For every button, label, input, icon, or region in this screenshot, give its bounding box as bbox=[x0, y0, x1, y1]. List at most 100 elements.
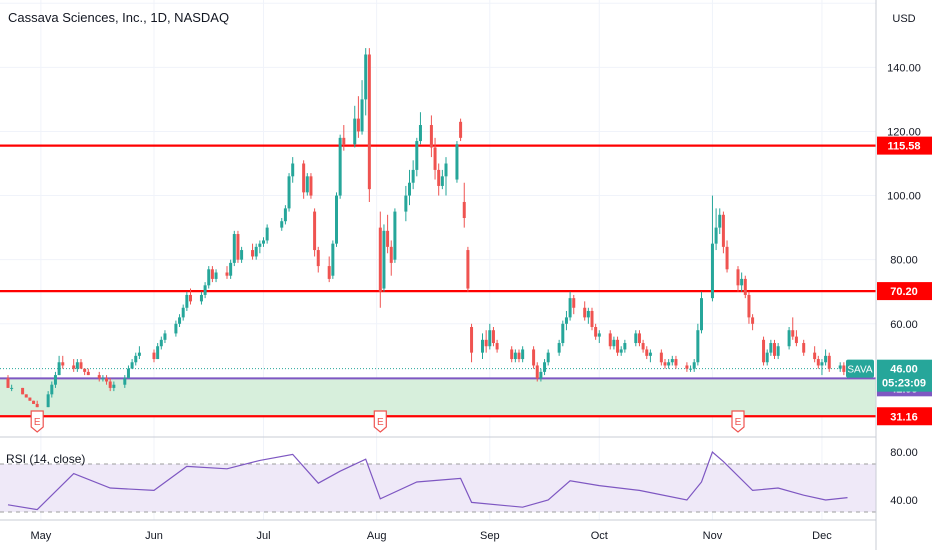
candle-body[interactable] bbox=[564, 317, 568, 324]
candle-body[interactable] bbox=[335, 195, 338, 244]
candle-body[interactable] bbox=[163, 333, 167, 340]
candle-body[interactable] bbox=[32, 400, 36, 404]
candle-body[interactable] bbox=[517, 352, 521, 360]
candle-body[interactable] bbox=[130, 362, 134, 369]
candle-body[interactable] bbox=[46, 394, 50, 408]
candle-body[interactable] bbox=[207, 269, 211, 286]
candle-body[interactable] bbox=[265, 227, 269, 241]
candle-body[interactable] bbox=[236, 234, 240, 260]
candle-body[interactable] bbox=[444, 163, 448, 177]
candle-body[interactable] bbox=[437, 169, 441, 186]
candle-body[interactable] bbox=[291, 163, 295, 177]
candle-body[interactable] bbox=[641, 343, 645, 350]
candle-body[interactable] bbox=[258, 243, 262, 247]
candle-body[interactable] bbox=[440, 176, 444, 186]
candle-body[interactable] bbox=[586, 310, 590, 318]
candle-body[interactable] bbox=[283, 208, 287, 222]
candle-body[interactable] bbox=[35, 403, 39, 408]
earnings-marker[interactable]: E bbox=[731, 410, 745, 433]
time-axis[interactable]: May Jun Jul Aug Sep Oct Nov Dec bbox=[30, 530, 832, 542]
candle-body[interactable] bbox=[254, 246, 258, 257]
candle-body[interactable] bbox=[488, 330, 492, 347]
candle-body[interactable] bbox=[302, 163, 306, 193]
candle-body[interactable] bbox=[561, 323, 565, 344]
candle-body[interactable] bbox=[287, 176, 291, 209]
candle-body[interactable] bbox=[568, 298, 572, 318]
candle-body[interactable] bbox=[769, 343, 773, 353]
candle-body[interactable] bbox=[353, 118, 357, 145]
candle-body[interactable] bbox=[634, 333, 638, 344]
candle-body[interactable] bbox=[842, 365, 846, 372]
candle-body[interactable] bbox=[61, 362, 65, 366]
candle-body[interactable] bbox=[648, 352, 652, 356]
symbol-title[interactable]: Cassava Sciences, Inc., 1D, NASDAQ bbox=[8, 10, 230, 25]
candle-body[interactable] bbox=[513, 352, 517, 360]
candle-body[interactable] bbox=[491, 330, 495, 344]
candle-body[interactable] bbox=[773, 343, 776, 356]
candle-body[interactable] bbox=[696, 330, 700, 363]
candle-body[interactable] bbox=[689, 368, 693, 370]
candle-body[interactable] bbox=[455, 144, 459, 180]
candle-body[interactable] bbox=[28, 397, 32, 401]
candle-body[interactable] bbox=[659, 352, 663, 363]
candle-body[interactable] bbox=[327, 266, 331, 279]
candle-body[interactable] bbox=[178, 317, 182, 324]
candle-body[interactable] bbox=[97, 375, 101, 379]
candle-body[interactable] bbox=[667, 362, 671, 366]
candle-body[interactable] bbox=[134, 355, 138, 363]
candle-body[interactable] bbox=[692, 362, 696, 369]
candle-body[interactable] bbox=[105, 378, 109, 382]
candle-body[interactable] bbox=[594, 327, 598, 337]
candle-body[interactable] bbox=[152, 352, 156, 360]
candle-body[interactable] bbox=[612, 339, 616, 347]
candle-body[interactable] bbox=[382, 230, 386, 289]
candle-body[interactable] bbox=[820, 362, 824, 366]
candle-body[interactable] bbox=[356, 118, 360, 132]
candle-body[interactable] bbox=[765, 352, 769, 363]
candle-body[interactable] bbox=[50, 384, 54, 395]
horizontal-levels[interactable] bbox=[0, 144, 876, 418]
candle-body[interactable] bbox=[386, 230, 390, 247]
candle-body[interactable] bbox=[433, 147, 437, 170]
candle-body[interactable] bbox=[718, 214, 722, 228]
candle-body[interactable] bbox=[101, 378, 105, 380]
candle-body[interactable] bbox=[740, 278, 744, 286]
candle-body[interactable] bbox=[459, 121, 463, 138]
candle-body[interactable] bbox=[762, 339, 766, 363]
candle-body[interactable] bbox=[393, 211, 397, 260]
candle-body[interactable] bbox=[510, 349, 514, 360]
candle-body[interactable] bbox=[53, 375, 57, 385]
candle-body[interactable] bbox=[316, 250, 320, 267]
candle-body[interactable] bbox=[367, 54, 371, 190]
candle-body[interactable] bbox=[360, 99, 364, 132]
candle-body[interactable] bbox=[535, 365, 539, 379]
candle-body[interactable] bbox=[331, 243, 335, 276]
candle-body[interactable] bbox=[521, 349, 525, 360]
candle-body[interactable] bbox=[495, 343, 499, 350]
candle-body[interactable] bbox=[79, 362, 83, 369]
candle-body[interactable] bbox=[670, 359, 674, 363]
candle-body[interactable] bbox=[714, 227, 718, 244]
candle-body[interactable] bbox=[557, 343, 561, 353]
candle-body[interactable] bbox=[645, 349, 649, 356]
rsi-axis[interactable]: 40.00 80.00 bbox=[890, 447, 918, 507]
candle-body[interactable] bbox=[415, 141, 419, 170]
candle-body[interactable] bbox=[126, 368, 130, 379]
candle-body[interactable] bbox=[57, 362, 61, 376]
candle-body[interactable] bbox=[685, 365, 689, 369]
candle-body[interactable] bbox=[174, 323, 178, 334]
candle-body[interactable] bbox=[543, 362, 547, 372]
candle-body[interactable] bbox=[791, 330, 795, 337]
candle-body[interactable] bbox=[21, 387, 25, 395]
candle-body[interactable] bbox=[404, 195, 408, 212]
candle-body[interactable] bbox=[418, 125, 422, 142]
candle-body[interactable] bbox=[203, 285, 207, 295]
candle-body[interactable] bbox=[590, 310, 594, 327]
candle-body[interactable] bbox=[75, 362, 79, 369]
candle-body[interactable] bbox=[232, 234, 236, 263]
candle-body[interactable] bbox=[466, 250, 470, 289]
candle-body[interactable] bbox=[411, 169, 415, 183]
candle-body[interactable] bbox=[776, 346, 780, 356]
